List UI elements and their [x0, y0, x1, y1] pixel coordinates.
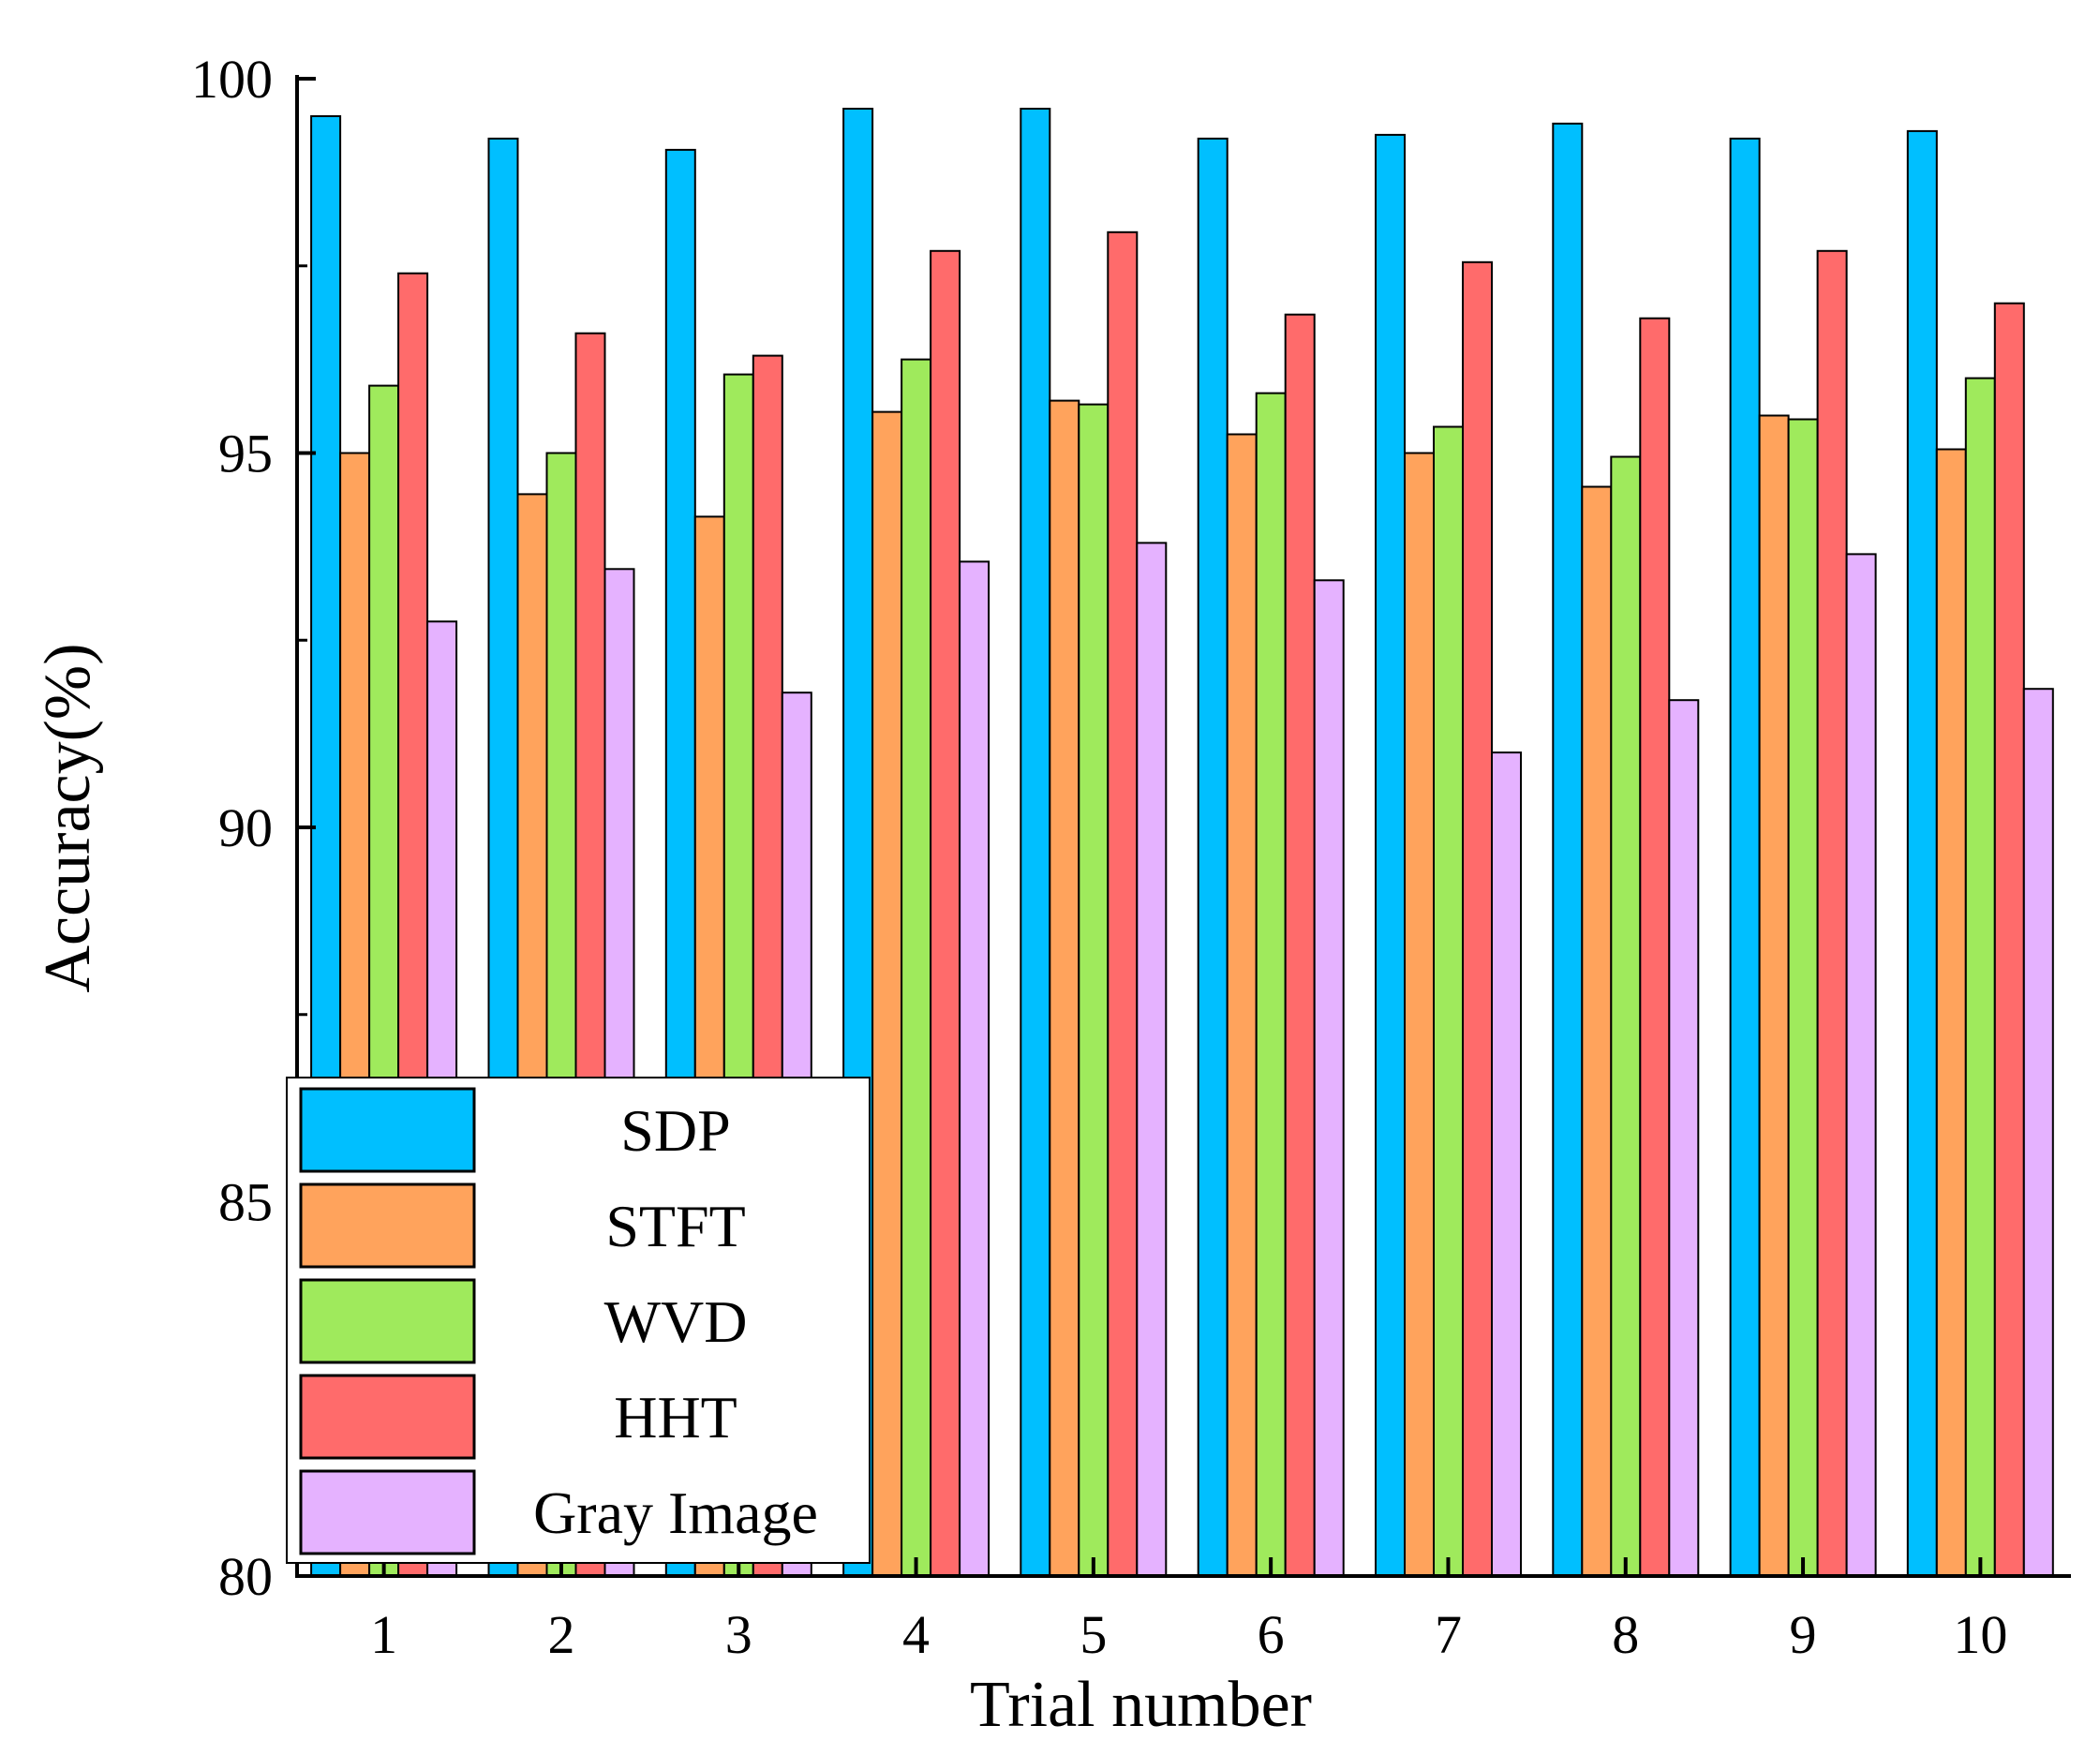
legend-label-stft: STFT: [605, 1193, 745, 1259]
bar-gray-image-trial-4: [959, 560, 990, 1577]
bar-wvd-trial-9: [1787, 418, 1819, 1577]
bar-wvd-trial-10: [1964, 377, 1996, 1578]
x-tick-label: 4: [902, 1604, 930, 1665]
bar-stft-trial-9: [1758, 414, 1790, 1577]
legend-label-wvd: WVD: [604, 1288, 748, 1355]
bars-layer: [310, 108, 2054, 1578]
x-axis-title: Trial number: [970, 1669, 1312, 1741]
bar-stft-trial-8: [1581, 485, 1613, 1577]
bar-sdp-trial-9: [1729, 137, 1761, 1577]
bar-gray-image-trial-5: [1136, 542, 1168, 1577]
bar-gray-image-trial-9: [1845, 553, 1877, 1577]
y-tick-label: 85: [218, 1172, 273, 1233]
bar-stft-trial-5: [1049, 399, 1080, 1578]
legend-swatch-sdp: [299, 1087, 476, 1173]
bar-stft-trial-10: [1935, 448, 1967, 1577]
y-tick-label: 100: [191, 49, 273, 110]
bar-hht-trial-6: [1284, 313, 1316, 1578]
bar-wvd-trial-4: [901, 358, 932, 1578]
bar-stft-trial-4: [871, 410, 903, 1578]
bar-sdp-trial-6: [1197, 137, 1229, 1577]
x-tick-label: 7: [1435, 1604, 1462, 1665]
legend-swatch-gray-image: [299, 1469, 476, 1555]
legend-swatch-wvd: [299, 1278, 476, 1364]
y-tick-label: 80: [218, 1546, 273, 1607]
legend-label-gray-image: Gray Image: [533, 1480, 818, 1546]
bar-hht-trial-5: [1107, 231, 1139, 1577]
bar-hht-trial-10: [1993, 302, 2025, 1578]
bar-gray-image-trial-7: [1491, 751, 1522, 1577]
bar-wvd-trial-8: [1610, 455, 1642, 1577]
x-tick-label: 5: [1080, 1604, 1107, 1665]
bar-wvd-trial-6: [1255, 392, 1287, 1578]
bar-hht-trial-9: [1816, 249, 1848, 1577]
legend-label-sdp: SDP: [620, 1097, 730, 1164]
bar-hht-trial-4: [930, 249, 961, 1577]
bar-hht-trial-7: [1462, 260, 1493, 1577]
bar-sdp-trial-10: [1906, 129, 1938, 1577]
x-tick-label: 2: [547, 1604, 574, 1665]
x-tick-label: 1: [370, 1604, 397, 1665]
bar-sdp-trial-8: [1552, 122, 1584, 1577]
x-tick-label: 10: [1953, 1604, 2007, 1665]
bar-sdp-trial-7: [1375, 133, 1406, 1577]
y-axis-title: Accuracy(%): [32, 643, 104, 992]
bar-stft-trial-7: [1404, 452, 1435, 1577]
axes-layer: 80 85 90 95 100 1 2 3 4 5 6 7 8 9 10 Trial number Accura…: [32, 49, 2071, 1741]
bar-stft-trial-6: [1226, 433, 1258, 1577]
x-tick-label: 6: [1258, 1604, 1285, 1665]
x-tick-label: 9: [1790, 1604, 1817, 1665]
bar-hht-trial-8: [1639, 317, 1671, 1578]
y-tick-label: 90: [218, 797, 273, 858]
bar-gray-image-trial-6: [1313, 579, 1345, 1577]
bar-wvd-trial-5: [1078, 403, 1110, 1578]
bar-gray-image-trial-8: [1668, 699, 1700, 1577]
legend-label-hht: HHT: [614, 1384, 737, 1450]
legend: SDP STFT WVD HHT Gray Image: [286, 1077, 871, 1564]
y-tick-label: 95: [218, 424, 273, 484]
bar-gray-image-trial-10: [2022, 688, 2054, 1577]
legend-swatch-stft: [299, 1182, 476, 1269]
x-tick-label: 8: [1612, 1604, 1639, 1665]
bar-sdp-trial-5: [1020, 108, 1051, 1577]
legend-swatch-hht: [299, 1374, 476, 1460]
bar-wvd-trial-7: [1433, 425, 1464, 1577]
x-tick-label: 3: [725, 1604, 752, 1665]
